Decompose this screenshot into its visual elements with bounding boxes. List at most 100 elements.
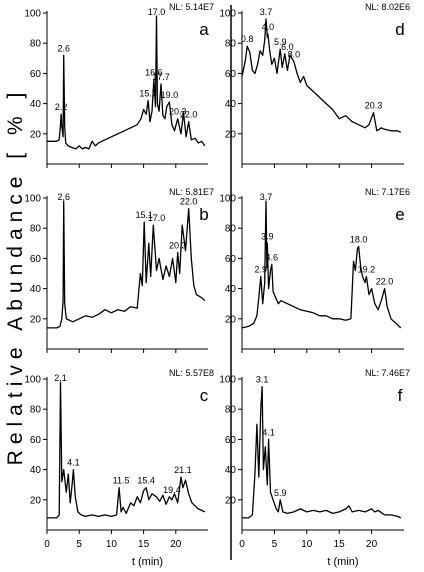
peak-label: 17.0 [148, 213, 166, 223]
peak-label: 20.3 [365, 101, 383, 111]
peak-label: 8.0 [288, 49, 301, 59]
nl-label: NL: 7.46E7 [365, 368, 410, 378]
y-tick-label: 60 [30, 435, 42, 446]
nl-label: NL: 5.81E7 [169, 187, 214, 197]
series-line-d [241, 18, 402, 133]
peak-label: 22.0 [180, 197, 198, 207]
x-tick-label: 5 [272, 539, 278, 550]
peak-label: 22.0 [180, 110, 198, 120]
peak-label: 19.4 [163, 485, 181, 495]
chart-panels: 204060801002.22.615.716.617.017.719.020.… [24, 2, 410, 568]
peak-label: 2.6 [57, 43, 70, 53]
chart-panel-f: 20 40 60 80 100 0 5 10 15 20 t (min) 3.1 4.1 5.9 NL: 7… [219, 368, 410, 568]
peak-label: 5.9 [274, 488, 287, 498]
x-tick-label: 0 [44, 539, 50, 550]
y-tick-label: 40 [30, 284, 42, 295]
peak-label: 2.6 [57, 192, 70, 202]
y-tick-label: 100 [24, 194, 41, 205]
x-tick-label: 10 [301, 539, 313, 550]
peak-label: 21.1 [174, 465, 192, 475]
series-line-e [241, 200, 402, 329]
nl-label: NL: 8.02E6 [365, 2, 410, 12]
y-tick-label: 80 [30, 224, 42, 235]
x-tick-label: 0 [239, 539, 245, 550]
peak-label: 3.9 [261, 231, 274, 241]
peak-label: 17.7 [152, 72, 170, 82]
y-tick-label: 20 [30, 129, 42, 140]
peak-label: 4.0 [262, 22, 275, 32]
peak-label: 15.7 [139, 89, 157, 99]
y-tick-label: 40 [225, 284, 237, 295]
peak-label: 19.2 [358, 265, 376, 275]
y-tick-label: 40 [225, 465, 237, 476]
peak-label: 3.1 [256, 375, 269, 385]
peak-label: 4.1 [67, 458, 80, 468]
x-tick-label: 15 [334, 539, 346, 550]
y-tick-label: 20 [30, 495, 42, 506]
nl-label: NL: 7.17E6 [365, 187, 410, 197]
series-line-c [47, 381, 206, 519]
chart-panel-c: 20 40 60 80 100 0 5 10 15 20 t (min) 2.1 4.1 11.5 15.4… [24, 368, 214, 568]
panel-letter: f [398, 386, 403, 405]
peak-label: 2.1 [54, 373, 67, 383]
peak-label: 5.9 [274, 37, 287, 47]
panel-letter: b [199, 205, 208, 224]
y-tick-label: 80 [225, 405, 237, 416]
series-line-f [242, 385, 402, 519]
y-tick-label: 100 [24, 9, 41, 20]
peak-label: 0.8 [241, 34, 254, 44]
peak-label: 17.0 [148, 7, 166, 17]
y-tick-label: 40 [30, 99, 42, 110]
nl-label: NL: 5.14E7 [169, 2, 214, 12]
y-tick-label: 80 [30, 39, 42, 50]
peak-label: 2.9 [255, 265, 268, 275]
y-axis-label: Relative Abundance [ % ] [4, 87, 27, 466]
peak-label: 6.0 [281, 42, 294, 52]
y-tick-label: 60 [225, 435, 237, 446]
x-tick-label: 20 [366, 539, 378, 550]
peak-label: 4.6 [266, 252, 279, 262]
y-tick-label: 100 [219, 375, 236, 386]
y-tick-label: 20 [225, 129, 237, 140]
y-tick-label: 20 [225, 314, 237, 325]
y-tick-label: 60 [30, 254, 42, 265]
y-tick-label: 20 [225, 495, 237, 506]
peak-label: 15.4 [137, 476, 155, 486]
y-tick-label: 40 [30, 465, 42, 476]
y-tick-label: 100 [24, 375, 41, 386]
peak-label: 2.2 [55, 102, 68, 112]
x-tick-label: 5 [76, 539, 82, 550]
nl-label: NL: 5.57E8 [169, 368, 214, 378]
panel-letter: c [200, 386, 209, 405]
y-tick-label: 60 [225, 69, 237, 80]
peak-label: 22.0 [376, 277, 394, 287]
panel-letter: d [395, 20, 404, 39]
x-tick-label: 15 [138, 539, 150, 550]
peak-label: 19.0 [161, 90, 179, 100]
y-tick-label: 100 [219, 194, 236, 205]
peak-label: 3.7 [260, 7, 273, 17]
peak-label: 18.0 [350, 234, 368, 244]
chart-panel-e: 20 40 60 80 100 2.9 3.7 3.9 4.6 18.0 19.222.0 NL: 7… [219, 187, 410, 353]
peak-label: 20.3 [169, 107, 187, 117]
y-tick-label: 40 [225, 99, 237, 110]
peak-label: 11.5 [113, 476, 130, 486]
peak-label: 15.1 [135, 210, 153, 220]
x-tick-label: 10 [106, 539, 118, 550]
series-line-b [47, 200, 206, 329]
peak-label: 20.3 [169, 240, 187, 250]
peak-label: 16.6 [145, 67, 163, 77]
chart-panel-a: 20 40 60 80 100 2.2 2.6 15.7 16.6 17.0 17.7 19.0 20.… [24, 2, 214, 168]
y-tick-label: 100 [219, 9, 236, 20]
chart-panel-b: 20 40 60 80 100 2.6 15.117.0 20.3 22.0NL: 5.81E7… [24, 187, 214, 353]
y-tick-label: 20 [30, 314, 42, 325]
panel-letter: a [199, 20, 209, 39]
x-axis-label: t (min) [132, 556, 163, 568]
chart-panel-d: 20 40 60 80 100 0.8 3.7 4.0 5.96.08.0 20.3 NL: 8.0… [219, 2, 410, 168]
panel-letter: e [395, 205, 404, 224]
y-tick-label: 80 [225, 39, 237, 50]
peak-label: 3.7 [260, 192, 273, 202]
x-axis-label: t (min) [327, 556, 358, 568]
peak-label: 4.1 [262, 427, 275, 437]
